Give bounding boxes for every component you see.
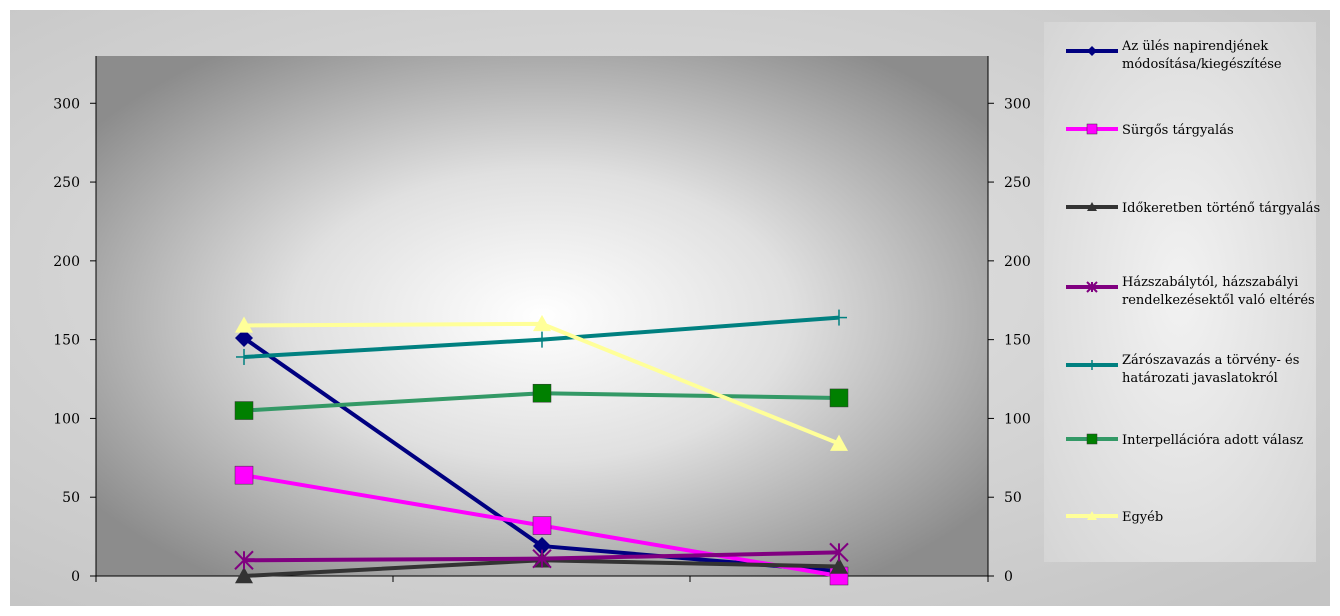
data-point: [532, 383, 552, 403]
right-tick-label: 100: [1004, 411, 1031, 427]
data-point: [235, 567, 253, 584]
legend-item: Sürgős tárgyalás: [1066, 123, 1234, 138]
data-point: [532, 516, 552, 535]
legend-item: Házszabálytól, házszabályi rendelkezésekt…: [1066, 275, 1315, 308]
left-tick-label: 300: [53, 96, 80, 112]
data-point: [831, 309, 847, 326]
series-6: [234, 383, 849, 420]
left-tick-label: 250: [53, 175, 80, 191]
data-point: [533, 314, 551, 332]
data-point: [830, 557, 848, 574]
data-point: [235, 316, 253, 333]
legend-item: Egyéb: [1066, 510, 1163, 525]
left-tick-label: 0: [71, 569, 80, 585]
left-tick-label: 100: [53, 411, 80, 427]
right-tick-label: 50: [1004, 490, 1022, 506]
right-tick-label: 250: [1004, 175, 1031, 191]
legend-box: [1044, 22, 1316, 562]
legend-label: Sürgős tárgyalás: [1122, 123, 1234, 138]
right-tick-label: 300: [1004, 96, 1031, 112]
right-tick-label: 150: [1004, 333, 1031, 349]
data-point: [829, 542, 849, 563]
data-point: [234, 550, 254, 570]
legend-item: Zárószavazás a törvény- és határozati jav…: [1066, 353, 1299, 386]
legend-item: Interpellációra adott válasz: [1066, 433, 1303, 448]
series-7: [235, 314, 848, 451]
left-tick-label: 200: [53, 254, 80, 270]
axes: 0 0 50 50 100 100 150 150 200 200 250 250 300 300: [53, 56, 1031, 585]
data-point: [234, 465, 254, 485]
data-point: [236, 348, 252, 365]
data-point: [533, 537, 551, 556]
data-point: [532, 548, 552, 569]
legend-marker: [1087, 511, 1097, 520]
legend-label: Házszabálytól, házszabályi rendelkezésekt…: [1122, 275, 1315, 308]
data-point: [234, 401, 254, 420]
legend-label: Zárószavazás a törvény- és határozati jav…: [1122, 353, 1299, 386]
left-tick-label: 50: [62, 490, 80, 506]
legend-marker: [1087, 46, 1097, 56]
data-point: [235, 329, 253, 348]
legend-item: Időkeretben történő tárgyalás: [1066, 201, 1320, 216]
series-5: [236, 309, 847, 365]
legend-item: Az ülés napirendjének módosítása/kiegészí…: [1066, 39, 1282, 72]
data-point: [534, 331, 550, 348]
legend-marker: [1087, 360, 1097, 370]
right-tick-label: 0: [1004, 569, 1013, 585]
legend-marker: [1086, 433, 1098, 445]
legend-marker: [1086, 123, 1098, 135]
series-layer: [234, 309, 849, 586]
legend-marker: [1087, 202, 1097, 211]
legend-label: Interpellációra adott válasz: [1122, 433, 1303, 448]
legend: Az ülés napirendjének módosítása/kiegészí…: [1066, 39, 1320, 525]
legend-label: Az ülés napirendjének módosítása/kiegészí…: [1121, 39, 1282, 72]
left-tick-label: 150: [53, 333, 80, 349]
series-4: [234, 542, 849, 570]
right-tick-label: 200: [1004, 254, 1031, 270]
data-point: [830, 434, 848, 451]
data-point: [829, 388, 849, 408]
legend-label: Egyéb: [1122, 510, 1163, 525]
legend-marker: [1086, 281, 1098, 293]
legend-label: Időkeretben történő tárgyalás: [1122, 201, 1320, 216]
